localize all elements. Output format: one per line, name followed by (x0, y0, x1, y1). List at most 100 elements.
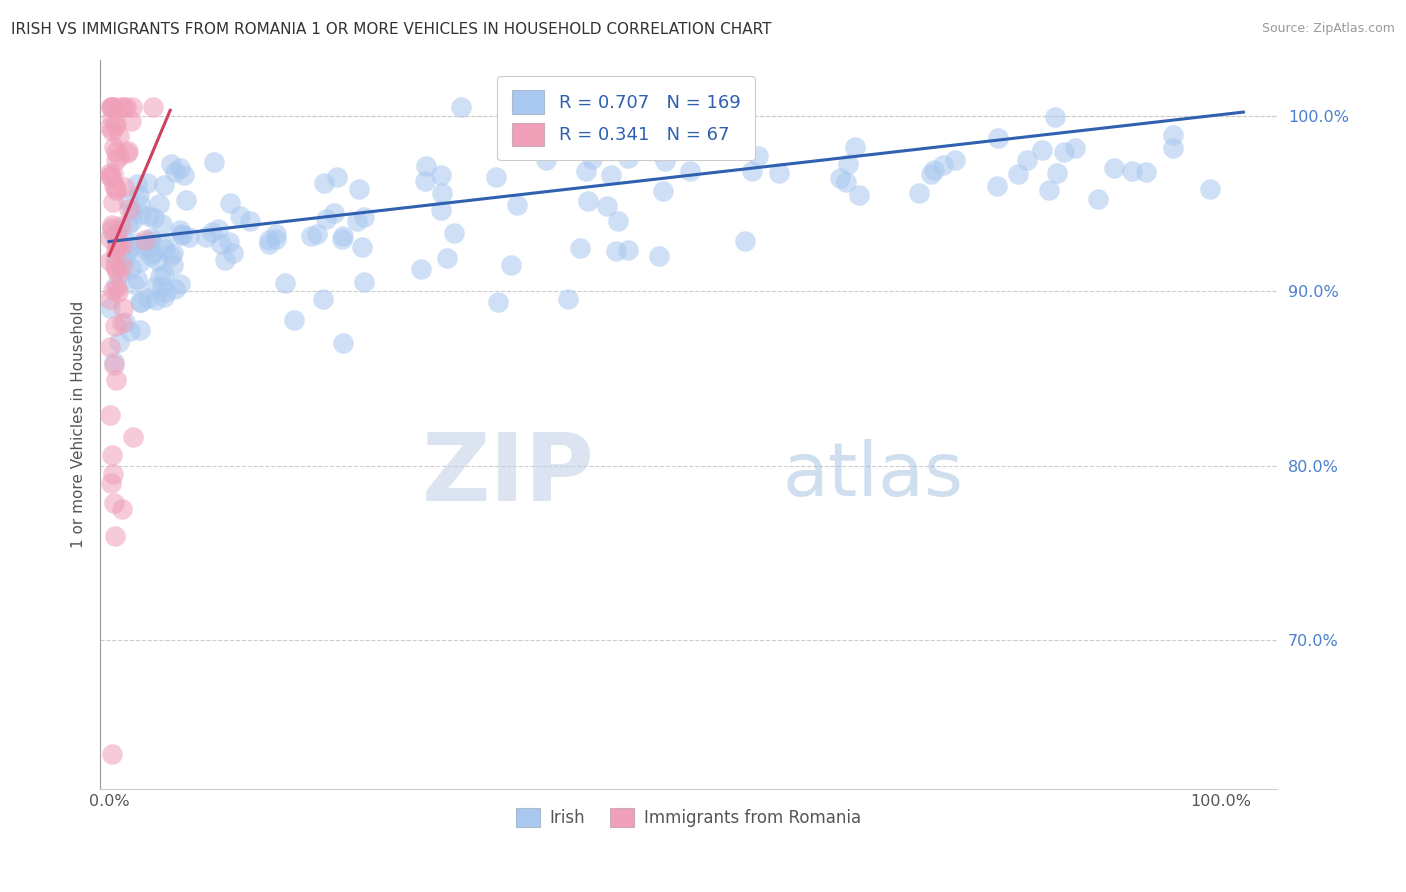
Point (103, 358, 125, 372)
Point (153, 242, 176, 256)
Point (576, 194, 599, 209)
Point (107, 236, 129, 251)
Point (150, 218, 173, 232)
Point (986, 178, 1008, 193)
Point (100, 169, 122, 184)
Point (214, 252, 236, 267)
Point (120, 325, 142, 339)
Point (111, 502, 134, 516)
Point (104, 318, 127, 333)
Point (103, 467, 125, 482)
Point (325, 170, 347, 185)
Point (153, 267, 176, 281)
Point (606, 213, 628, 227)
Point (315, 212, 337, 227)
Point (1043, 111, 1066, 125)
Point (170, 227, 193, 242)
Point (98, 409, 121, 423)
Point (138, 209, 160, 223)
Point (828, 171, 851, 186)
Point (1161, 128, 1184, 143)
Point (103, 228, 125, 243)
Point (536, 153, 558, 167)
Point (201, 225, 224, 239)
Point (110, 266, 132, 280)
Point (117, 218, 139, 232)
Point (173, 168, 195, 182)
Point (332, 228, 354, 243)
Point (152, 237, 174, 252)
Point (165, 165, 187, 179)
Point (179, 230, 201, 244)
Point (349, 182, 371, 196)
Point (101, 100, 124, 114)
Point (165, 282, 187, 296)
Point (98, 254, 121, 268)
Point (128, 295, 150, 310)
Point (107, 285, 129, 300)
Point (121, 204, 143, 219)
Point (110, 219, 132, 233)
Point (413, 174, 436, 188)
Point (575, 163, 598, 178)
Point (103, 355, 125, 369)
Point (411, 261, 433, 276)
Point (127, 272, 149, 286)
Point (100, 218, 122, 232)
Point (160, 249, 183, 263)
Point (104, 183, 127, 197)
Point (219, 196, 242, 211)
Point (844, 140, 866, 154)
Point (110, 240, 132, 254)
Point (103, 140, 125, 154)
Point (104, 117, 127, 131)
Point (142, 245, 165, 260)
Text: ZIP: ZIP (422, 429, 595, 522)
Point (747, 149, 769, 163)
Point (104, 259, 127, 273)
Point (353, 276, 375, 290)
Point (599, 168, 621, 182)
Point (283, 312, 305, 326)
Point (129, 197, 152, 211)
Point (98, 301, 121, 315)
Point (142, 280, 165, 294)
Point (332, 336, 354, 351)
Point (152, 290, 174, 304)
Point (118, 202, 141, 216)
Point (141, 100, 163, 114)
Point (922, 162, 945, 177)
Point (101, 112, 124, 126)
Text: atlas: atlas (783, 439, 963, 512)
Point (101, 747, 124, 762)
Point (170, 227, 193, 241)
Point (111, 260, 134, 274)
Point (617, 151, 640, 165)
Point (229, 209, 252, 223)
Point (557, 293, 579, 307)
Point (150, 279, 173, 293)
Point (117, 193, 139, 207)
Point (264, 232, 287, 246)
Point (1046, 166, 1069, 180)
Point (323, 205, 346, 219)
Point (605, 244, 627, 259)
Point (568, 241, 591, 255)
Point (104, 153, 127, 167)
Point (616, 244, 638, 258)
Point (107, 224, 129, 238)
Point (120, 114, 142, 128)
Point (159, 157, 181, 171)
Point (107, 267, 129, 281)
Point (415, 159, 437, 173)
Point (207, 221, 229, 235)
Point (104, 262, 127, 277)
Point (120, 261, 142, 276)
Point (101, 100, 124, 114)
Point (330, 232, 353, 246)
Point (98, 231, 121, 245)
Point (741, 163, 763, 178)
Point (768, 166, 790, 180)
Point (1031, 143, 1053, 157)
Point (430, 168, 453, 182)
